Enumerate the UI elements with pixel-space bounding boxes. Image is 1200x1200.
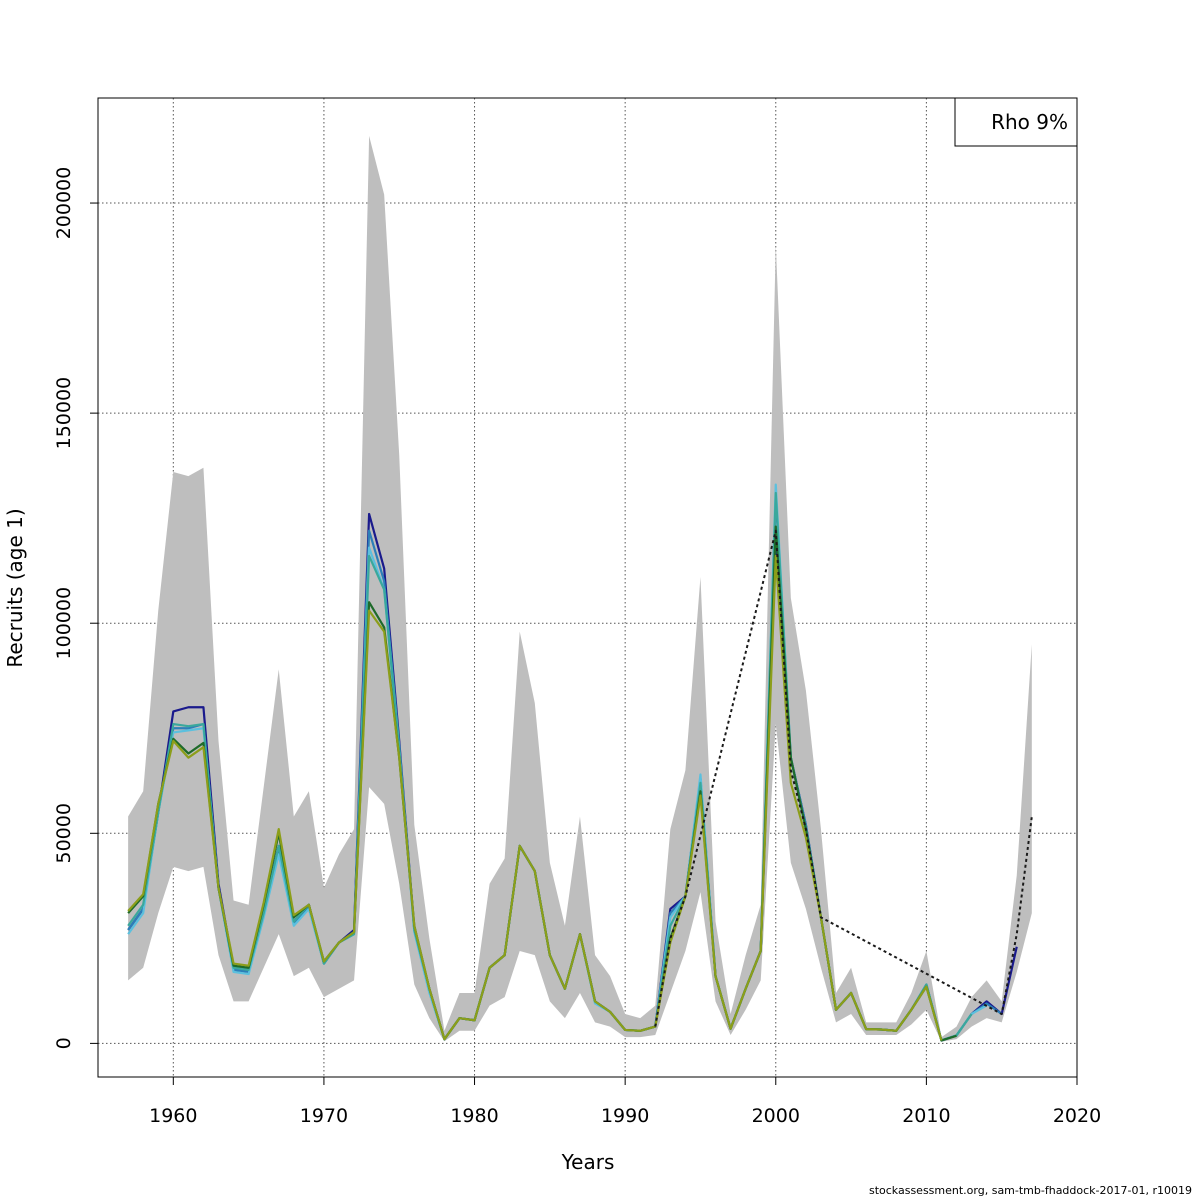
footer-source: stockassessment.org, sam-tmb-fhaddock-20…	[868, 1184, 1192, 1197]
y-tick-label: 50000	[53, 803, 75, 863]
x-axis-title: Years	[561, 1150, 615, 1174]
legend-box	[954, 97, 1078, 147]
y-tick-label: 100000	[53, 587, 75, 660]
x-tick-label: 1960	[149, 1105, 197, 1127]
y-axis: 0 50000 100000 150000 200000	[53, 167, 99, 1049]
confidence-band	[128, 135, 1032, 1042]
legend: Rho 9%	[954, 97, 1078, 147]
confidence-band-area	[128, 135, 1032, 1042]
x-tick-label: 2020	[1053, 1105, 1101, 1127]
x-tick-label: 1970	[300, 1105, 348, 1127]
y-tick-label: 0	[53, 1037, 75, 1049]
x-axis: 1960 1970 1980 1990 2000 2010 2020	[149, 1076, 1101, 1127]
y-tick-label: 150000	[53, 377, 75, 450]
x-tick-label: 2000	[752, 1105, 800, 1127]
legend-text: Rho 9%	[991, 110, 1068, 134]
x-tick-label: 1990	[601, 1105, 649, 1127]
series-line-7	[654, 529, 1033, 1027]
series-lines	[127, 483, 1033, 1042]
y-axis-title: Recruits (age 1)	[3, 508, 27, 667]
x-tick-label: 2010	[902, 1105, 950, 1127]
x-tick-label: 1980	[450, 1105, 498, 1127]
series-line-6	[127, 554, 943, 1041]
y-tick-label: 200000	[53, 167, 75, 240]
